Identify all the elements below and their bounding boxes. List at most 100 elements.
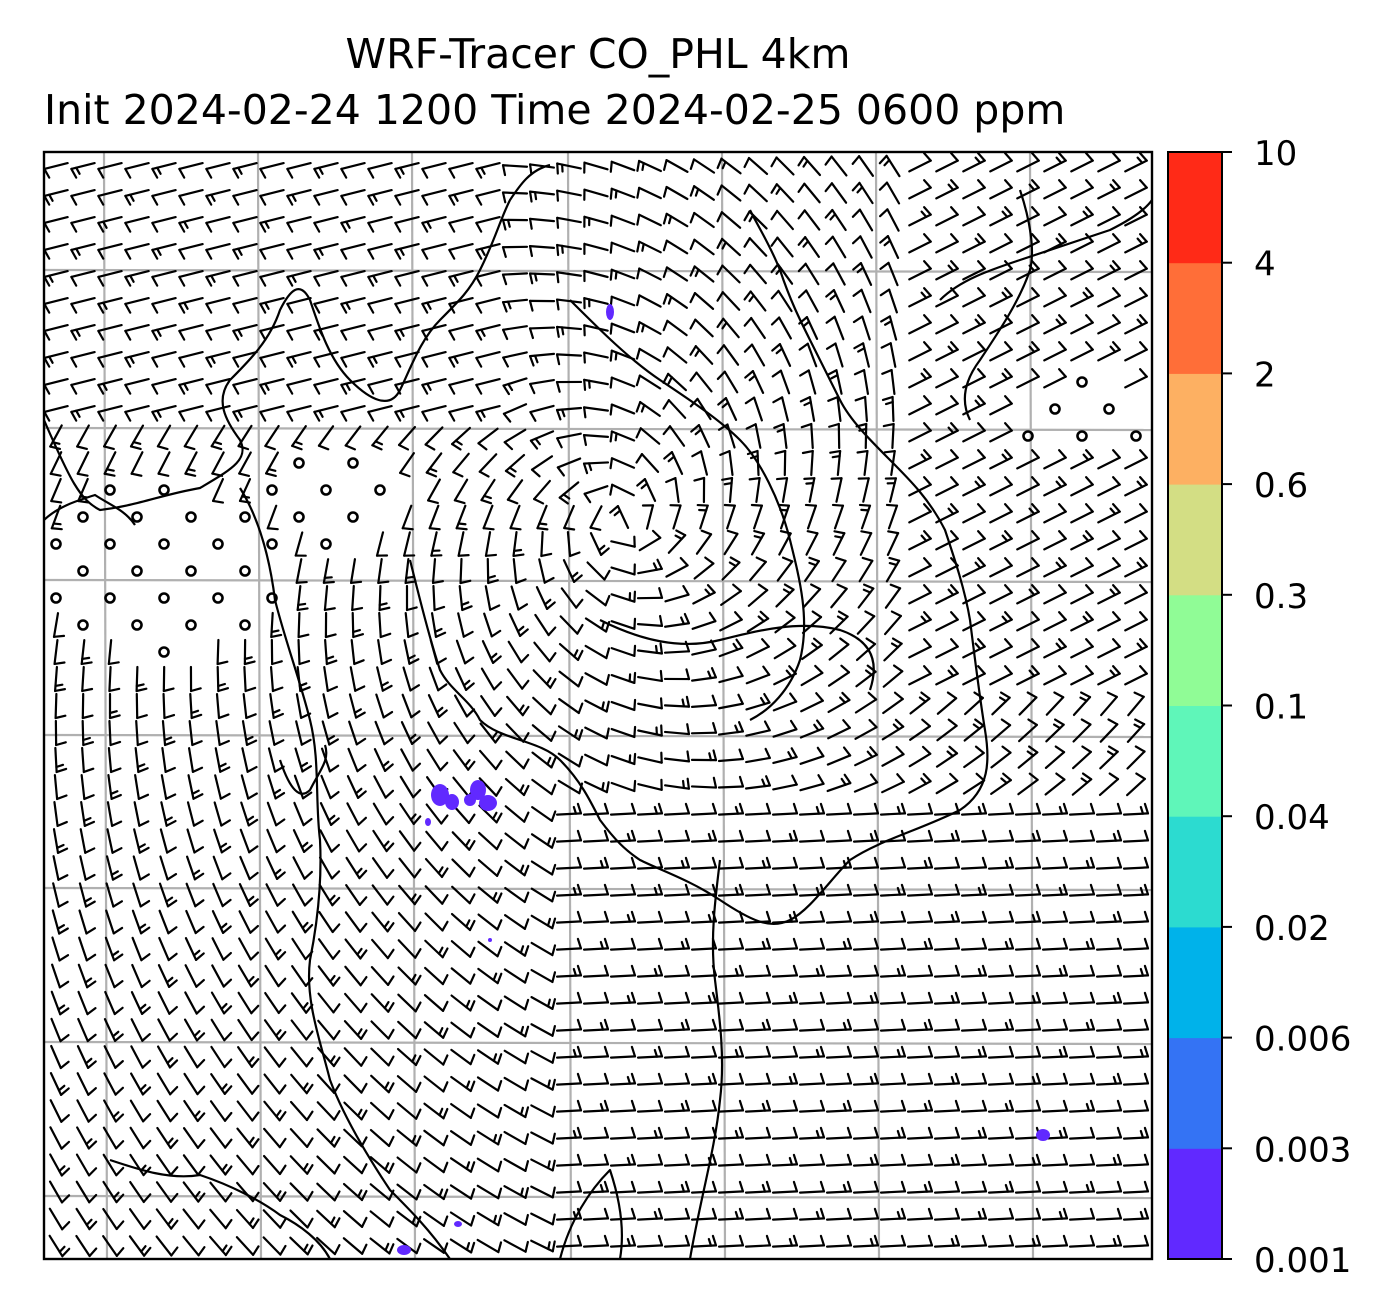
wind-barb bbox=[960, 1099, 988, 1113]
wind-barb bbox=[265, 910, 287, 934]
wind-barb bbox=[879, 991, 907, 1005]
wind-barb bbox=[583, 351, 609, 364]
wind-barb bbox=[503, 1212, 529, 1226]
wind-barb bbox=[609, 1045, 637, 1059]
wind-barb bbox=[690, 937, 718, 951]
wind-barb bbox=[935, 179, 959, 200]
wind-barb bbox=[555, 883, 583, 897]
wind-barb bbox=[987, 856, 1015, 870]
wind-barb bbox=[771, 802, 799, 816]
wind-barb bbox=[717, 883, 745, 897]
wind-barb bbox=[879, 856, 907, 870]
wind-barb bbox=[315, 1236, 341, 1256]
wind-barb bbox=[265, 451, 279, 478]
wind-barb bbox=[214, 774, 231, 800]
wind-barb bbox=[744, 1180, 772, 1194]
wind-barb bbox=[933, 991, 961, 1005]
wind-barb bbox=[637, 778, 663, 791]
wind-barb bbox=[369, 1183, 395, 1201]
wind-barb bbox=[583, 297, 609, 310]
wind-barb bbox=[425, 830, 449, 852]
wind-barb bbox=[852, 910, 880, 924]
wind-barb bbox=[367, 269, 393, 287]
wind-barb bbox=[987, 1099, 1015, 1113]
wind-barb bbox=[1122, 1099, 1150, 1113]
calm-marker bbox=[50, 538, 62, 550]
wind-barb bbox=[662, 159, 689, 173]
colorbar-segment bbox=[1168, 1037, 1222, 1149]
wind-barb bbox=[428, 666, 448, 692]
wind-barb bbox=[744, 829, 772, 843]
wind-barb bbox=[423, 1075, 449, 1093]
wind-barb bbox=[663, 991, 691, 1005]
wind-barb bbox=[321, 720, 339, 746]
wind-barb bbox=[1097, 530, 1121, 551]
wind-barb bbox=[635, 347, 662, 363]
wind-barb bbox=[449, 1211, 476, 1227]
wind-barb bbox=[503, 941, 530, 957]
wind-barb bbox=[717, 1207, 745, 1221]
colorbar-segment bbox=[1168, 1148, 1222, 1260]
wind-barb bbox=[370, 1020, 395, 1040]
wind-barb bbox=[825, 1018, 853, 1032]
wind-barb bbox=[371, 425, 389, 451]
wind-barb bbox=[530, 1050, 556, 1064]
wind-barb bbox=[403, 531, 416, 557]
calm-marker bbox=[185, 511, 197, 523]
colorbar-tick-label: 0.3 bbox=[1254, 577, 1308, 617]
wind-barb bbox=[1122, 883, 1150, 897]
wind-barb bbox=[582, 802, 610, 816]
wind-barb bbox=[935, 476, 959, 497]
wind-barb bbox=[662, 346, 688, 364]
wind-barb bbox=[960, 964, 988, 978]
wind-barb bbox=[504, 832, 530, 850]
wind-barb bbox=[108, 665, 121, 693]
wind-barb bbox=[102, 1235, 125, 1257]
wind-barb bbox=[825, 1072, 853, 1086]
wind-barb bbox=[423, 1183, 449, 1201]
wind-barb bbox=[531, 778, 557, 796]
wind-barb bbox=[1068, 1072, 1096, 1086]
wind-barb bbox=[1070, 260, 1094, 281]
wind-barb bbox=[906, 883, 934, 897]
wind-barb bbox=[106, 828, 123, 854]
wind-barb bbox=[450, 940, 476, 958]
wind-barb bbox=[609, 1207, 637, 1221]
wind-barb bbox=[1068, 1207, 1096, 1221]
wind-barb bbox=[582, 434, 610, 447]
wind-barb bbox=[1071, 772, 1093, 796]
wind-barb bbox=[584, 672, 610, 686]
wind-barb bbox=[351, 611, 364, 639]
wind-barb bbox=[151, 377, 177, 395]
wind-barb bbox=[987, 829, 1015, 843]
wind-barb bbox=[663, 937, 691, 951]
calm-markers bbox=[50, 376, 1142, 658]
wind-barb bbox=[1016, 341, 1040, 362]
wind-barb bbox=[316, 1155, 341, 1175]
wind-barb bbox=[825, 1099, 853, 1113]
wind-barb bbox=[151, 188, 177, 206]
wind-barb bbox=[187, 747, 204, 773]
wind-barb bbox=[635, 400, 661, 418]
wind-barb bbox=[509, 504, 522, 531]
wind-barb bbox=[989, 557, 1013, 578]
wind-barb bbox=[689, 185, 715, 201]
wind-barb bbox=[830, 477, 843, 503]
colorbar-tick-label: 10 bbox=[1254, 134, 1297, 174]
wind-barb bbox=[989, 206, 1013, 227]
wind-barb bbox=[771, 937, 799, 951]
wind-barb bbox=[933, 802, 961, 816]
wind-barb bbox=[151, 269, 177, 287]
wind-barb bbox=[695, 529, 713, 555]
calm-marker bbox=[239, 619, 251, 631]
wind-barb bbox=[690, 964, 718, 978]
wind-barb bbox=[286, 242, 312, 260]
wind-barb bbox=[70, 296, 96, 314]
wind-barb bbox=[906, 1018, 934, 1032]
wind-barb bbox=[662, 372, 687, 392]
wind-barb bbox=[264, 937, 287, 961]
wind-barb bbox=[1018, 718, 1038, 743]
wind-barb bbox=[259, 188, 285, 206]
wind-barb bbox=[935, 233, 959, 254]
